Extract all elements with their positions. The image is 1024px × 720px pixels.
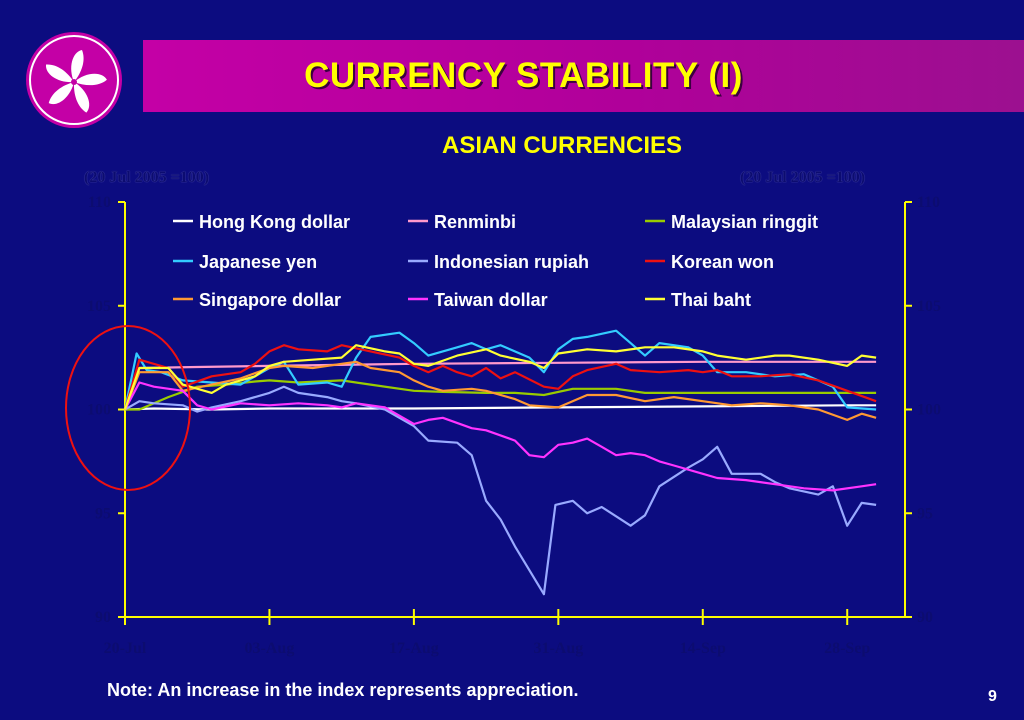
y-tick-label-left: 110 bbox=[88, 194, 111, 211]
bauhinia-flower-icon bbox=[26, 32, 122, 128]
y-tick-label-left: 100 bbox=[87, 402, 111, 419]
footnote: Note: An increase in the index represent… bbox=[107, 680, 579, 700]
series-line-japanese-yen bbox=[123, 329, 877, 411]
x-tick-label: 14-Sep bbox=[680, 640, 726, 657]
y-axis-unit-left: (20 Jul 2005 =100) bbox=[84, 169, 210, 186]
series-line-indonesian-rupiah bbox=[124, 385, 877, 596]
y-tick-label-left: 95 bbox=[95, 505, 111, 522]
legend-label: Thai baht bbox=[671, 290, 751, 310]
x-tick-label: 17-Aug bbox=[389, 640, 439, 657]
series-line-korean-won bbox=[123, 344, 877, 410]
x-tick-label: 28-Sep bbox=[824, 640, 870, 657]
legend-label: Singapore dollar bbox=[199, 290, 341, 310]
legend-label: Japanese yen bbox=[199, 252, 317, 272]
y-tick-label-right: 105 bbox=[917, 298, 941, 315]
x-tick-label: 31-Aug bbox=[533, 640, 583, 657]
y-tick-label-right: 110 bbox=[917, 194, 940, 211]
legend-label: Malaysian ringgit bbox=[671, 212, 818, 232]
series-line-hong-kong-dollar bbox=[124, 404, 877, 411]
y-axis-unit-right: (20 Jul 2005 =100) bbox=[740, 169, 866, 186]
page-number: 9 bbox=[988, 688, 997, 705]
legend-label: Indonesian rupiah bbox=[434, 252, 589, 272]
x-tick-label: 20-Jul bbox=[104, 640, 147, 657]
chart-title: ASIAN CURRENCIES bbox=[441, 132, 683, 159]
legend-label: Taiwan dollar bbox=[434, 290, 548, 310]
chart-legend: Hong Kong dollar Renminbi Malaysian ringgi… bbox=[173, 212, 818, 310]
x-tick-label: 03-Aug bbox=[245, 640, 295, 657]
series-line-thai-baht bbox=[123, 344, 877, 410]
title-bar: CURRENCY STABILITY (I) bbox=[143, 40, 1024, 112]
series-line-singapore-dollar bbox=[123, 360, 877, 421]
slide-title: CURRENCY STABILITY (I) bbox=[304, 56, 743, 95]
y-tick-label-right: 100 bbox=[917, 402, 941, 419]
chart-axes: 90 90 95 95 100 100 105 105 110 110 20-Jul 03-Aug 17… bbox=[87, 194, 941, 657]
series-line-taiwan-dollar bbox=[124, 381, 877, 492]
y-tick-label-right: 90 bbox=[917, 609, 933, 626]
chart-lines bbox=[123, 329, 877, 596]
y-tick-label-right: 95 bbox=[917, 505, 933, 522]
y-tick-label-left: 105 bbox=[87, 298, 111, 315]
highlight-circle bbox=[65, 325, 191, 491]
y-tick-label-left: 90 bbox=[95, 609, 111, 626]
legend-label: Hong Kong dollar bbox=[199, 212, 350, 232]
legend-label: Renminbi bbox=[434, 212, 516, 232]
legend-label: Korean won bbox=[671, 252, 774, 272]
